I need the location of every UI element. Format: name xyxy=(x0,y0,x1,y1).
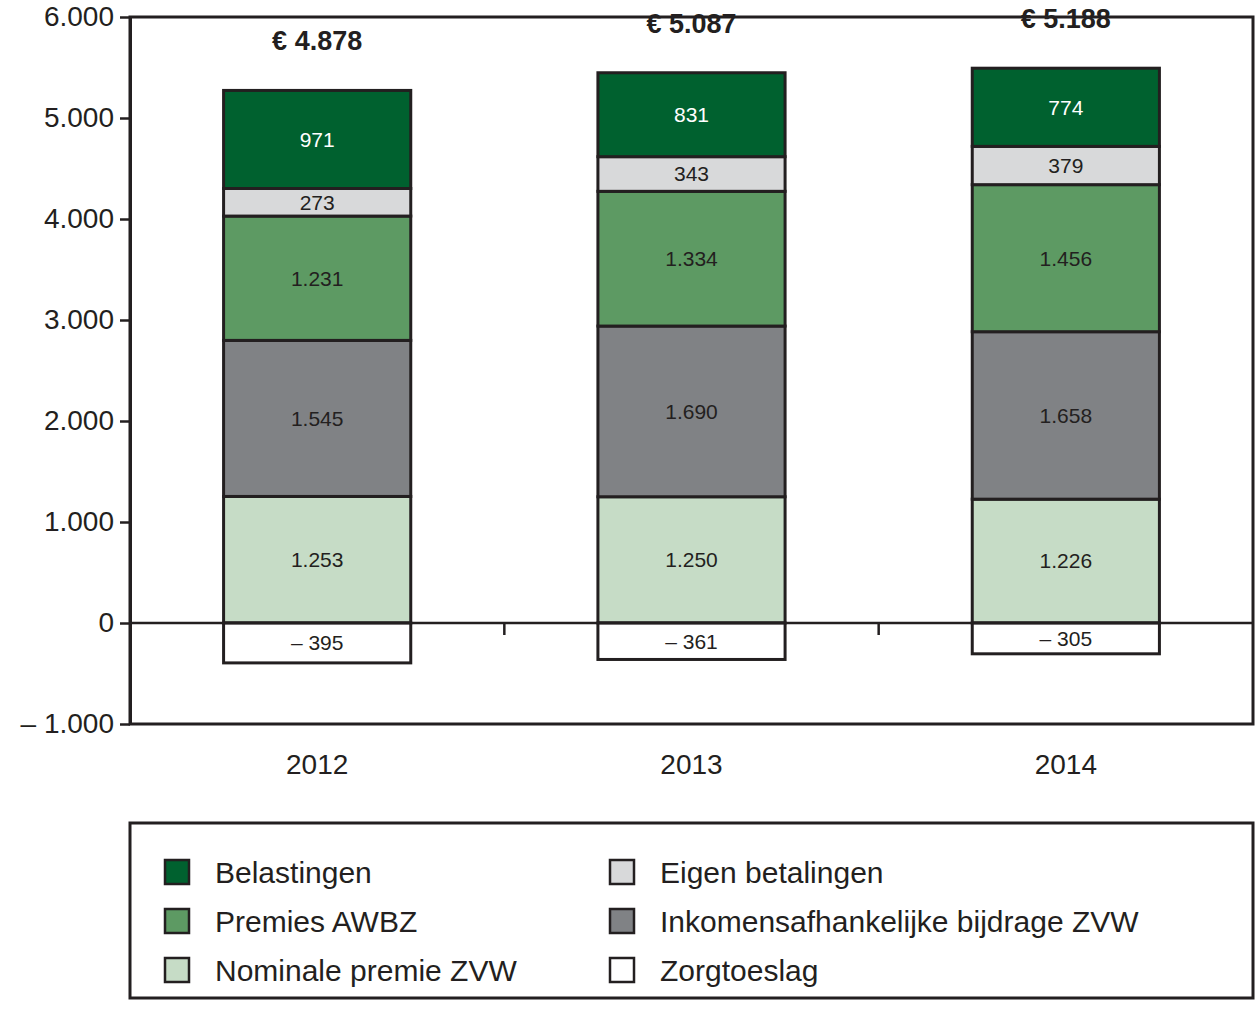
bar-segment xyxy=(598,73,785,157)
y-tick: 6.000 xyxy=(44,1,130,32)
legend-box xyxy=(130,823,1253,998)
y-tick-label: 4.000 xyxy=(44,203,114,234)
bar-segment xyxy=(224,496,411,623)
y-tick-label: 0 xyxy=(98,607,114,638)
legend-label: Eigen betalingen xyxy=(660,856,884,889)
y-tick-mark xyxy=(120,420,130,423)
data-labels: 1.253 1.545 1.231 273 971 – 395 1.250 1.690 1.33… xyxy=(291,96,1092,655)
y-tick-mark xyxy=(120,521,130,524)
y-tick-mark xyxy=(120,723,130,726)
bar-segment xyxy=(598,326,785,497)
zero-line xyxy=(130,622,1253,625)
bar-segment xyxy=(224,216,411,340)
data-label: 1.250 xyxy=(665,548,718,571)
bar-segment xyxy=(598,191,785,326)
legend-swatch xyxy=(610,860,634,884)
legend-swatch xyxy=(165,909,189,933)
category-separator xyxy=(503,623,506,635)
plot-frame xyxy=(130,17,1253,724)
data-label: – 361 xyxy=(665,630,718,653)
bars xyxy=(224,68,1160,663)
total-label: € 5.188 xyxy=(1021,4,1111,34)
legend-swatch xyxy=(165,958,189,982)
y-tick-mark xyxy=(120,319,130,322)
x-tick: 2014 xyxy=(1035,749,1097,780)
data-label: 273 xyxy=(300,191,335,214)
data-label: 971 xyxy=(300,128,335,151)
y-tick: 4.000 xyxy=(44,203,130,234)
x-axis: 2012 2013 2014 xyxy=(286,749,1097,780)
y-tick-label: 6.000 xyxy=(44,1,114,32)
y-tick: 1.000 xyxy=(44,506,130,537)
bar-segment xyxy=(972,332,1159,499)
legend-swatch xyxy=(610,909,634,933)
bar-segment xyxy=(972,68,1159,146)
x-tick-label: 2012 xyxy=(286,749,348,780)
data-label: 1.658 xyxy=(1040,404,1093,427)
legend-swatch xyxy=(610,958,634,982)
bar-segment xyxy=(972,499,1159,623)
y-tick: 5.000 xyxy=(44,102,130,133)
y-tick-mark xyxy=(120,117,130,120)
legend-label: Nominale premie ZVW xyxy=(215,954,517,987)
y-tick-mark xyxy=(120,16,130,19)
bar-segment xyxy=(972,146,1159,184)
y-tick: 0 xyxy=(98,607,130,638)
bar-segment xyxy=(972,185,1159,332)
y-tick: 2.000 xyxy=(44,405,130,436)
bar-segment xyxy=(598,497,785,623)
x-tick: 2012 xyxy=(286,749,348,780)
y-tick-label: – 1.000 xyxy=(21,708,114,739)
legend-label: Premies AWBZ xyxy=(215,905,417,938)
category-separator xyxy=(877,623,880,635)
total-label: € 5.087 xyxy=(646,9,736,39)
y-tick-label: 3.000 xyxy=(44,304,114,335)
data-label: 1.334 xyxy=(665,247,718,270)
bar-segment xyxy=(224,623,411,663)
legend: Belastingen Eigen betalingen Premies AWBZ I… xyxy=(130,823,1253,998)
data-label: 831 xyxy=(674,103,709,126)
x-tick: 2013 xyxy=(660,749,722,780)
data-label: 379 xyxy=(1048,154,1083,177)
data-label: 1.690 xyxy=(665,400,718,423)
y-tick: 3.000 xyxy=(44,304,130,335)
data-label: – 395 xyxy=(291,631,344,654)
total-label: € 4.878 xyxy=(272,26,362,56)
legend-label: Belastingen xyxy=(215,856,372,889)
chart: – 1.000 0 1.000 2.000 3.000 4.000 5.000 6.000 1.… xyxy=(0,0,1256,1021)
bar-segment xyxy=(598,157,785,192)
y-tick-label: 5.000 xyxy=(44,102,114,133)
data-label: 1.456 xyxy=(1040,247,1093,270)
legend-swatch xyxy=(165,860,189,884)
data-label: 774 xyxy=(1048,96,1083,119)
bar-segment xyxy=(598,623,785,659)
data-label: – 305 xyxy=(1040,627,1093,650)
bar-segment xyxy=(224,340,411,496)
data-label: 1.253 xyxy=(291,548,344,571)
y-axis-line xyxy=(129,18,132,725)
data-label: 1.231 xyxy=(291,267,344,290)
data-label: 343 xyxy=(674,162,709,185)
y-tick: – 1.000 xyxy=(21,708,130,739)
bar-segment xyxy=(224,90,411,188)
y-axis: – 1.000 0 1.000 2.000 3.000 4.000 5.000 6.000 xyxy=(21,1,131,739)
data-label: 1.226 xyxy=(1040,549,1093,572)
bar-segment xyxy=(224,188,411,216)
legend-label: Inkomensafhankelijke bijdrage ZVW xyxy=(660,905,1139,938)
data-label: 1.545 xyxy=(291,407,344,430)
bar-segment xyxy=(972,623,1159,654)
totals: € 4.878 € 5.087 € 5.188 xyxy=(272,4,1111,56)
x-tick-label: 2013 xyxy=(660,749,722,780)
x-tick-label: 2014 xyxy=(1035,749,1097,780)
y-tick-label: 1.000 xyxy=(44,506,114,537)
y-tick-mark xyxy=(120,218,130,221)
legend-label: Zorgtoeslag xyxy=(660,954,818,987)
y-tick-label: 2.000 xyxy=(44,405,114,436)
y-tick-mark xyxy=(120,622,130,625)
